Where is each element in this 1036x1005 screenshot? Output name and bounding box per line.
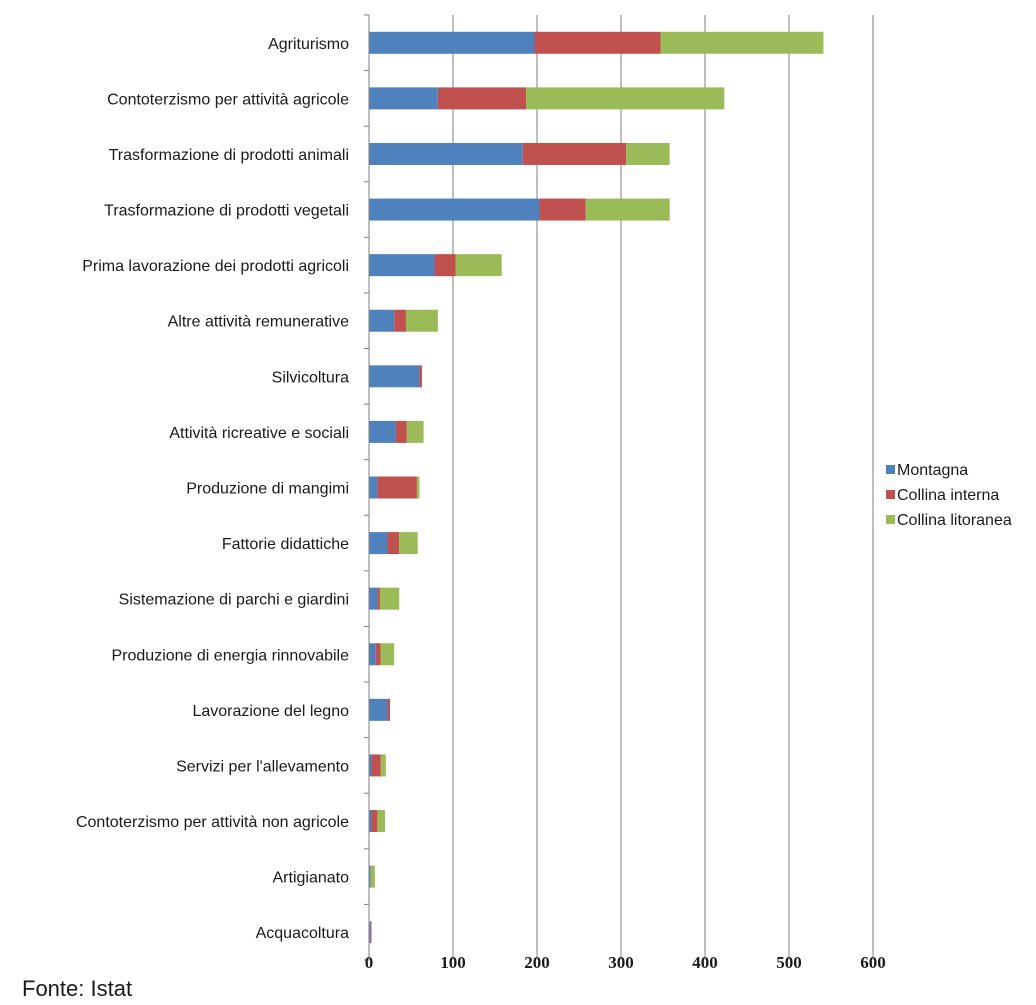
category-label: Agriturismo — [268, 36, 349, 53]
bar-segment — [370, 865, 375, 888]
bar-segment — [534, 31, 661, 54]
category-label: Contoterzismo per attività non agricole — [76, 814, 349, 831]
bar-segment — [419, 365, 422, 388]
bar-segment — [371, 810, 378, 833]
bar-segment — [377, 476, 417, 499]
category-label: Trasformazione di prodotti vegetali — [104, 203, 349, 220]
legend-label: Collina interna — [897, 487, 999, 504]
category-labels: Agriturismo Contoterzismo per attività ag… — [76, 36, 349, 942]
bar-segment — [394, 309, 406, 332]
category-label: Servizi per l'allevamento — [176, 758, 349, 775]
bar-segment — [369, 254, 435, 277]
bar-segment — [380, 754, 386, 777]
bar-segment — [416, 476, 420, 499]
bar-segment — [370, 921, 372, 944]
bar-segment — [526, 87, 725, 110]
bar-segment — [387, 698, 390, 721]
bar-segment — [405, 309, 438, 332]
bar-segment — [585, 198, 670, 221]
bar-segment — [377, 587, 380, 610]
bar-segment — [369, 921, 371, 944]
source-note: Fonte: Istat — [22, 976, 133, 1001]
category-label: Trasformazione di prodotti animali — [109, 147, 349, 164]
bar-segment — [371, 754, 381, 777]
bar-segment — [369, 198, 540, 221]
bar-segment — [369, 365, 420, 388]
bar-segment — [369, 476, 378, 499]
bar-segment — [522, 142, 627, 165]
x-tick-label: 200 — [524, 953, 550, 970]
x-tick-labels: 0 100 200 300 400 500 600 — [365, 953, 886, 970]
bar-segment — [626, 142, 670, 165]
bar-segment — [369, 87, 438, 110]
category-label: Lavorazione del legno — [192, 703, 349, 720]
bar-segment — [369, 309, 395, 332]
bar-segment — [369, 754, 372, 777]
bar-segment — [369, 420, 396, 443]
category-axis — [364, 14, 370, 961]
x-tick-label: 300 — [608, 953, 634, 970]
bar-segment — [369, 587, 378, 610]
x-tick-label: 0 — [365, 953, 374, 970]
bar-segment — [369, 532, 388, 555]
bar-segment — [369, 698, 388, 721]
legend-swatch — [886, 465, 895, 474]
stacked-bar-chart: Agriturismo Contoterzismo per attività ag… — [76, 14, 1012, 970]
legend-label: Collina litoranea — [897, 512, 1012, 529]
grid-lines — [452, 15, 874, 960]
category-label: Acquacoltura — [256, 925, 349, 942]
bar-segment — [380, 643, 395, 666]
category-label: Prima lavorazione dei prodotti agricoli — [82, 258, 349, 275]
bar-segment — [375, 643, 381, 666]
x-tick-label: 400 — [692, 953, 718, 970]
bar-segment — [369, 31, 535, 54]
category-label: Produzione di energia rinnovabile — [112, 647, 350, 664]
category-label: Contoterzismo per attività agricole — [107, 91, 349, 108]
bar-segment — [369, 643, 376, 666]
x-tick-label: 600 — [860, 953, 886, 970]
category-label: Altre attività remunerative — [168, 314, 350, 331]
bar-segment — [406, 420, 424, 443]
bar-segment — [455, 254, 502, 277]
bar-segment — [387, 532, 400, 555]
bar-segment — [437, 87, 527, 110]
bar-segment — [379, 587, 400, 610]
bar-segment — [395, 420, 407, 443]
legend-swatch — [886, 515, 895, 524]
bar-segment — [660, 31, 824, 54]
category-label: Silvicoltura — [272, 369, 349, 386]
category-label: Sistemazione di parchi e giardini — [119, 592, 349, 609]
bars — [369, 31, 824, 944]
legend-swatch — [886, 490, 895, 499]
x-tick-label: 100 — [440, 953, 466, 970]
category-label: Artigianato — [273, 870, 350, 887]
category-label: Produzione di mangimi — [186, 481, 349, 498]
bar-segment — [399, 532, 418, 555]
bar-segment — [377, 810, 385, 833]
bar-segment — [369, 865, 371, 888]
category-label: Fattorie didattiche — [222, 536, 349, 553]
legend-label: Montagna — [897, 462, 968, 479]
bar-segment — [539, 198, 586, 221]
bar-segment — [434, 254, 456, 277]
category-label: Attività ricreative e sociali — [169, 425, 349, 442]
bar-segment — [369, 142, 523, 165]
bar-segment — [369, 810, 372, 833]
legend: Montagna Collina interna Collina litoranea — [886, 462, 1012, 529]
x-tick-label: 500 — [776, 953, 802, 970]
